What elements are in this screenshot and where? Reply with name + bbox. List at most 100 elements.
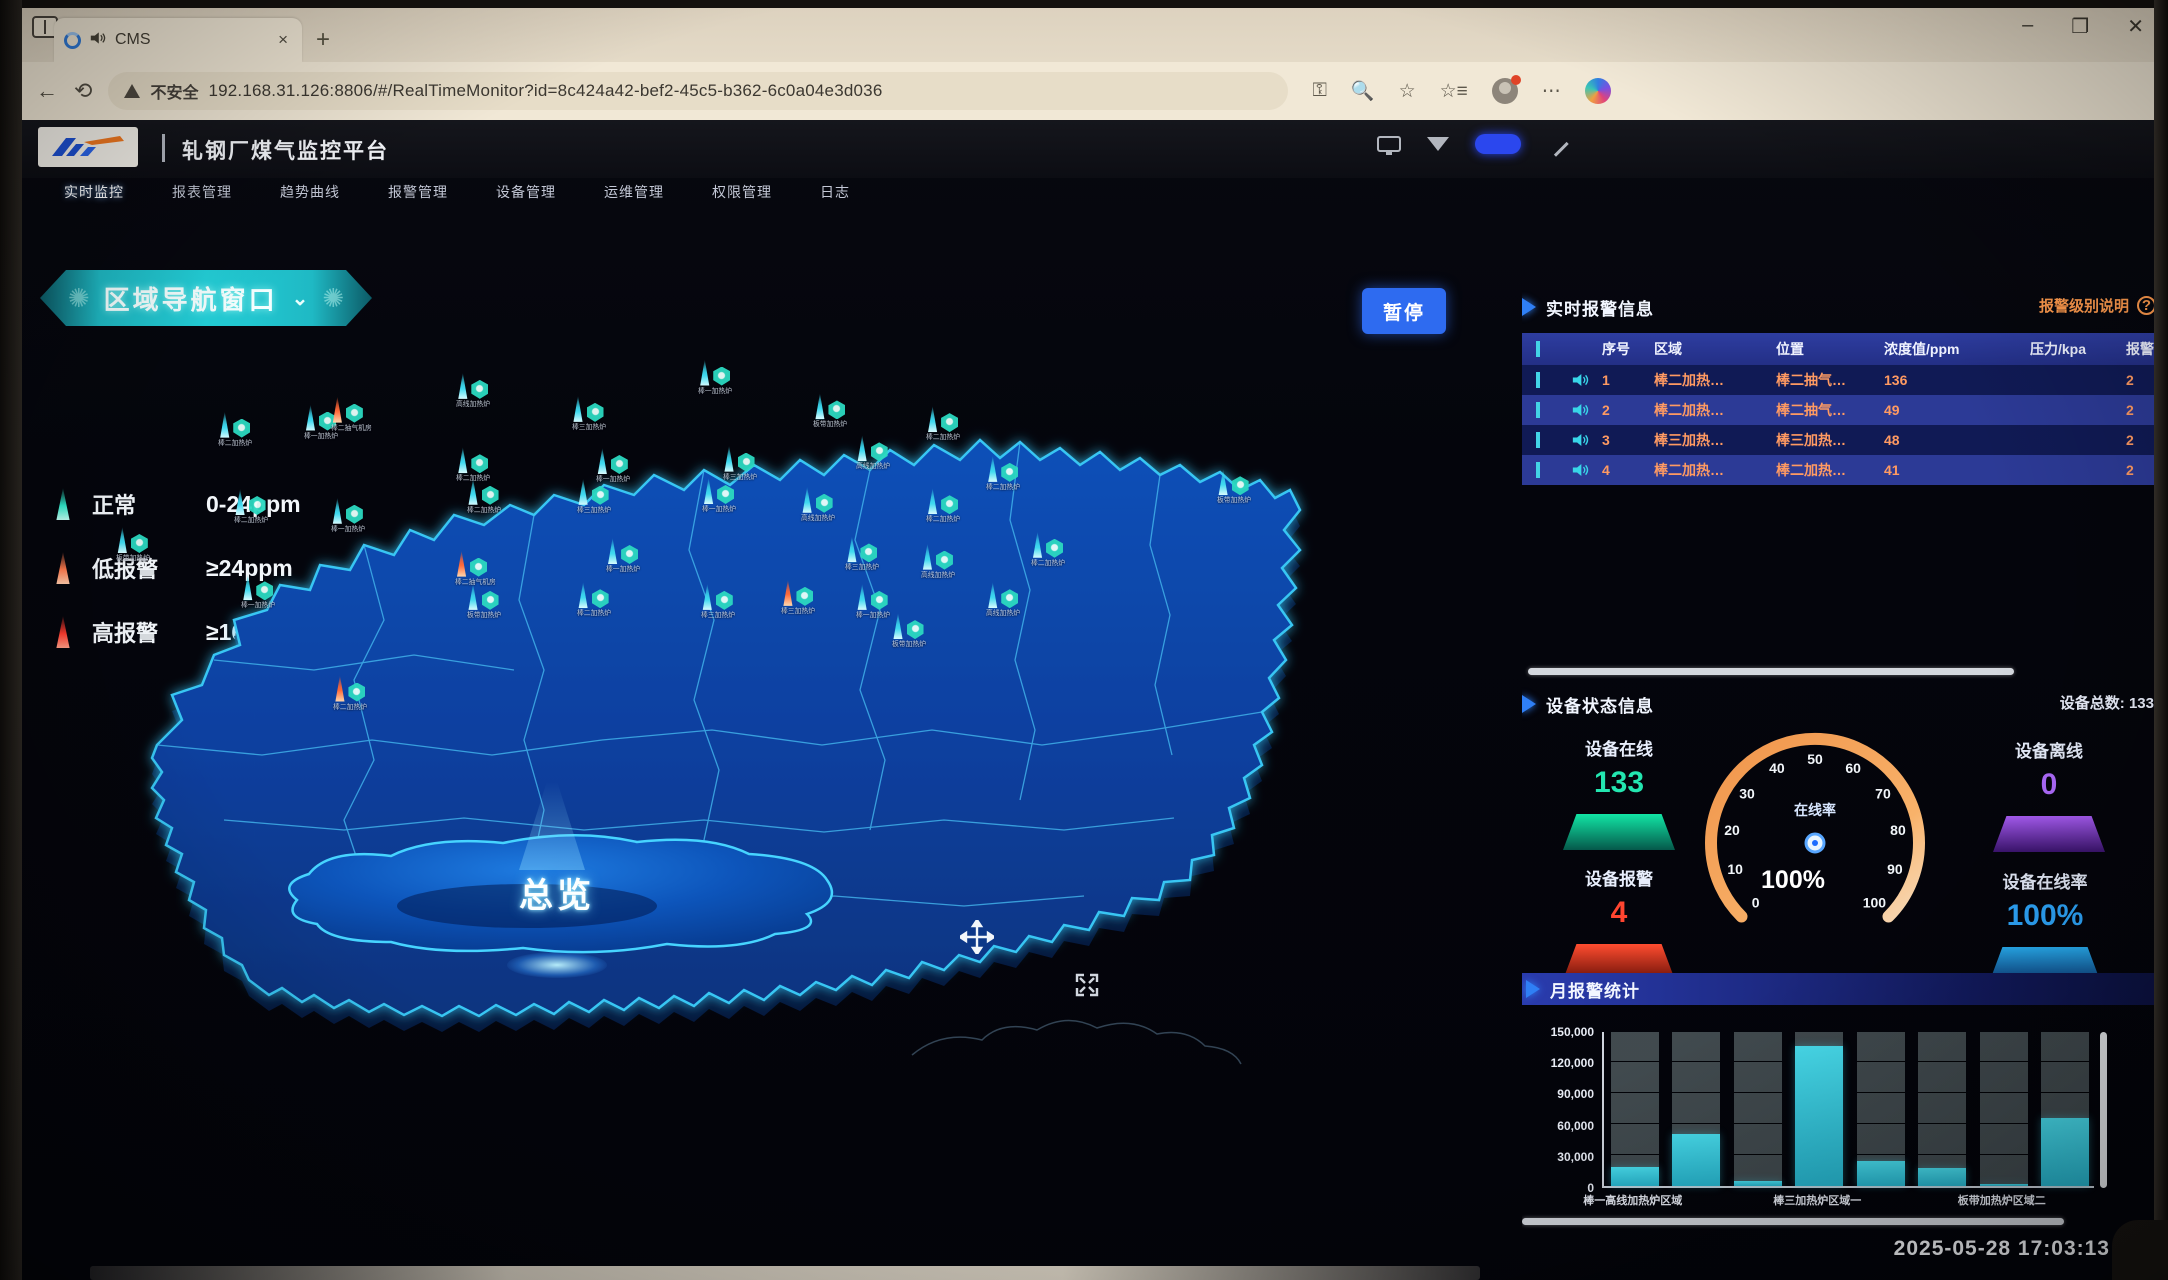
- alarm-marker[interactable]: 棒二加热炉: [333, 675, 423, 713]
- speaker-icon[interactable]: [1558, 433, 1602, 447]
- bar[interactable]: [2041, 1118, 2090, 1186]
- device-marker[interactable]: 棒一加热炉: [241, 574, 331, 611]
- bar[interactable]: [1979, 1184, 2028, 1186]
- device-marker[interactable]: 棒二加热炉: [926, 406, 1016, 443]
- browser-tab[interactable]: CMS ×: [54, 18, 302, 62]
- url-text[interactable]: 192.168.31.126:8806/#/RealTimeMonitor?id…: [208, 81, 883, 100]
- nav-item-6[interactable]: 权限管理: [712, 184, 772, 200]
- region-selector[interactable]: 区域导航窗口 ⌄: [40, 270, 372, 326]
- row-checkbox[interactable]: [1536, 432, 1540, 448]
- factory-map[interactable]: 总览 棒二加热炉 棒一加热炉 棒二抽气机房 高线加热炉 棒三加热炉 棒一加热炉 板带加热炉棒…: [62, 320, 1342, 1110]
- device-marker[interactable]: 板带加热炉: [1217, 469, 1307, 506]
- bar[interactable]: [1795, 1045, 1844, 1186]
- row-checkbox[interactable]: [1536, 372, 1540, 388]
- device-marker[interactable]: 棒二加热炉: [1031, 531, 1121, 569]
- bar[interactable]: [1856, 1161, 1905, 1186]
- device-marker[interactable]: 棒二加热炉: [577, 582, 667, 619]
- chart-vertical-scrollbar[interactable]: [2100, 1032, 2107, 1188]
- device-marker[interactable]: 棒二加热炉: [986, 455, 1076, 493]
- device-marker[interactable]: 板带加热炉: [813, 393, 903, 430]
- speaker-icon[interactable]: [1558, 463, 1602, 477]
- device-marker[interactable]: 高线加热炉: [856, 435, 946, 472]
- alarm-marker[interactable]: 棒二抽气机房: [455, 550, 545, 588]
- nav-item-7[interactable]: 日志: [820, 184, 850, 200]
- device-marker[interactable]: 棒一加热炉: [702, 478, 792, 515]
- screen-mirror-icon[interactable]: [1377, 136, 1401, 155]
- bar[interactable]: [1918, 1168, 1967, 1186]
- more-menu-icon[interactable]: ⋯: [1541, 80, 1561, 102]
- new-tab-button[interactable]: +: [316, 26, 331, 53]
- row-checkbox[interactable]: [1536, 462, 1540, 478]
- device-marker[interactable]: 板带加热炉: [116, 526, 206, 564]
- panel-horizontal-scrollbar[interactable]: [1522, 1218, 2064, 1225]
- device-marker[interactable]: 棒二加热炉: [218, 411, 308, 449]
- collections-icon[interactable]: ☆≡: [1439, 80, 1468, 102]
- device-marker[interactable]: 棒三加热炉: [701, 583, 791, 621]
- device-marker[interactable]: 棒一加热炉: [606, 538, 696, 575]
- signature-icon[interactable]: [1543, 131, 1569, 157]
- alarm-level-link[interactable]: 报警级别说明 ?: [2039, 295, 2156, 316]
- alarm-marker[interactable]: 棒三加热炉: [781, 579, 871, 617]
- tab-close-button[interactable]: ×: [278, 30, 288, 49]
- device-marker[interactable]: 棒二加热炉: [926, 488, 1016, 525]
- key-icon[interactable]: ⚿: [1312, 80, 1327, 101]
- copilot-icon[interactable]: [1584, 78, 1611, 104]
- speaker-icon[interactable]: [1558, 403, 1602, 417]
- filter-icon[interactable]: [1427, 137, 1449, 151]
- device-marker[interactable]: 高线加热炉: [986, 582, 1076, 619]
- zoom-icon[interactable]: 🔍: [1350, 81, 1375, 102]
- row-checkbox[interactable]: [1536, 402, 1540, 418]
- nav-item-4[interactable]: 设备管理: [496, 184, 556, 200]
- device-marker[interactable]: 棒一加热炉: [304, 404, 394, 442]
- device-marker[interactable]: 棒二加热炉: [456, 447, 546, 484]
- fullscreen-icon[interactable]: [1074, 972, 1100, 998]
- nav-item-5[interactable]: 运维管理: [604, 184, 664, 200]
- alarm-table-scrollbar[interactable]: [1528, 668, 2014, 675]
- close-button[interactable]: ✕: [2127, 16, 2144, 38]
- device-marker[interactable]: 高线加热炉: [801, 486, 891, 524]
- pause-button[interactable]: 暂停: [1362, 288, 1446, 334]
- nav-item-0[interactable]: 实时监控: [64, 184, 124, 200]
- refresh-button[interactable]: ⟲: [74, 78, 93, 103]
- device-marker[interactable]: 高线加热炉: [921, 543, 1011, 581]
- bar[interactable]: [1610, 1167, 1659, 1186]
- device-status-pill[interactable]: [1475, 134, 1521, 154]
- table-row[interactable]: 4 棒二加热… 棒二加热… 41 2: [1522, 455, 2158, 485]
- device-marker[interactable]: 棒一加热炉: [856, 583, 946, 621]
- alarm-marker[interactable]: 棒二抽气机房: [331, 396, 421, 434]
- back-button[interactable]: ←: [36, 78, 58, 103]
- overview-platform[interactable]: 总览: [267, 782, 843, 978]
- table-cell: 48: [1884, 432, 1900, 448]
- nav-item-2[interactable]: 趋势曲线: [280, 184, 340, 200]
- table-row[interactable]: 2 棒二加热… 棒二抽气… 49 2: [1522, 395, 2158, 425]
- device-marker[interactable]: 板带加热炉: [467, 583, 557, 621]
- nav-item-3[interactable]: 报警管理: [388, 184, 448, 200]
- address-bar[interactable]: 不安全 192.168.31.126:8806/#/RealTimeMonito…: [108, 72, 1289, 110]
- y-axis-tick: 150,000: [1550, 1025, 1594, 1039]
- bar[interactable]: [1672, 1134, 1721, 1186]
- bar[interactable]: [1733, 1180, 1782, 1186]
- restore-button[interactable]: ❐: [2071, 16, 2090, 38]
- device-marker[interactable]: 板带加热炉: [892, 613, 982, 650]
- device-marker[interactable]: 棒二加热炉: [234, 489, 324, 526]
- device-marker[interactable]: 棒一加热炉: [331, 497, 421, 535]
- nav-item-1[interactable]: 报表管理: [172, 184, 232, 200]
- favorites-star-icon[interactable]: ☆: [1398, 80, 1416, 102]
- overview-label[interactable]: 总览: [519, 877, 595, 915]
- device-marker[interactable]: 棒三加热炉: [577, 478, 667, 516]
- device-marker[interactable]: 高线加热炉: [456, 372, 546, 410]
- profile-avatar[interactable]: [1491, 75, 1521, 104]
- device-marker[interactable]: 棒一加热炉: [698, 359, 788, 397]
- select-all-checkbox[interactable]: [1536, 341, 1540, 357]
- tab-speaker-icon[interactable]: [90, 31, 106, 49]
- device-marker[interactable]: 棒三加热炉: [572, 395, 662, 433]
- table-row[interactable]: 1 棒二加热… 棒二抽气… 136 2: [1522, 365, 2158, 395]
- alarm-table: 序号 区域 位置 浓度值/ppm 压力/kpa 报警级别 1 棒二加热… 棒二抽气… 136 2 2 棒…: [1522, 333, 2158, 485]
- table-row[interactable]: 3 棒三加热… 棒三加热… 48 2: [1522, 425, 2158, 455]
- device-marker[interactable]: 棒一加热炉: [596, 447, 686, 485]
- device-marker[interactable]: 棒三加热炉: [723, 445, 813, 483]
- speaker-icon[interactable]: [1558, 373, 1602, 387]
- device-marker[interactable]: 棒二加热炉: [467, 478, 557, 516]
- device-marker[interactable]: 棒三加热炉: [845, 536, 935, 573]
- minimize-button[interactable]: –: [2022, 14, 2034, 36]
